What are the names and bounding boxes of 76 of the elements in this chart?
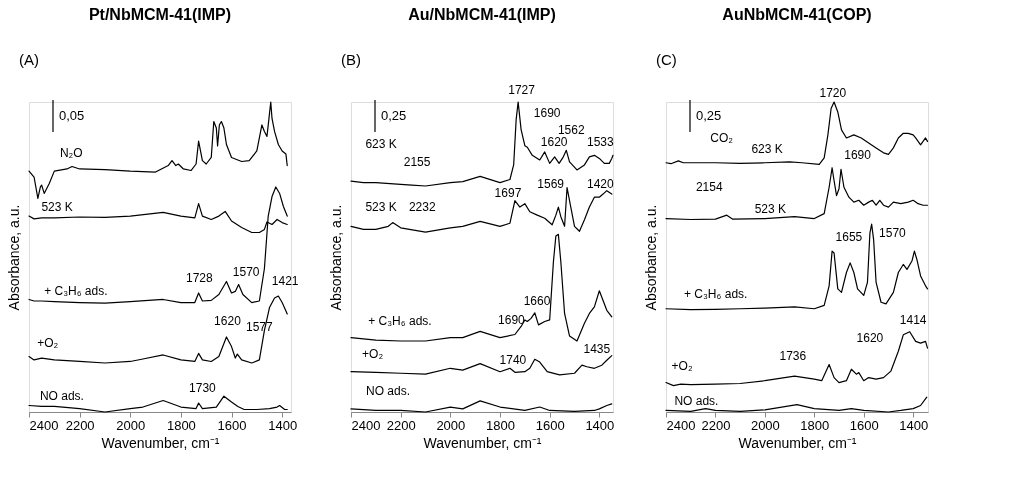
x-axis-title: Wavenumber, cm⁻¹ [738,434,857,451]
chart-title: Au/NbMCM-41(IMP) [408,6,556,23]
text: 1720 [819,85,847,100]
y-axis-title: Absorbance, a.u. [5,204,22,311]
annotation: 523 K [754,201,786,216]
x-tick-label: 1800 [486,417,515,433]
x-tick-label: 1600 [535,417,565,433]
annotation: 623 K [751,142,783,157]
annotation: 1740 [499,353,527,368]
annotation: +O₂ [671,359,693,374]
x-axis-title: Wavenumber, cm⁻¹ [101,434,220,451]
annotation: NO ads. [674,393,719,408]
annotation: 0,25 [381,108,407,123]
annotation: 1690 [844,147,872,162]
x-tick-label: 1600 [217,417,247,433]
annotation: NO ads. [39,388,84,403]
annotation: 1569 [537,177,565,192]
chart-title: Pt/NbMCM-41(IMP) [88,6,232,23]
annotation: 1736 [779,349,807,364]
annotation: 1690 [533,106,561,121]
annotation: 623 K [365,136,397,151]
text: 1727 [508,82,536,97]
annotation: 1660 [523,293,551,308]
annotation: +O₂ [37,336,59,351]
annotation: 523 K [41,200,73,215]
x-tick-label: 1800 [166,417,196,433]
annotation: N₂O [59,145,83,160]
x-tick-label: 2000 [436,417,466,433]
y-axis-title: Absorbance, a.u. [327,204,344,311]
text: (C) [656,51,677,68]
text: (A) [19,51,39,68]
x-tick-label: 2200 [701,417,731,433]
text: (B) [341,51,361,68]
annotation: 1690 [498,312,526,327]
x-tick-label: 1800 [800,417,830,433]
x-tick-label: 2200 [65,417,95,433]
x-tick-label: 1400 [899,417,929,433]
x-tick-label: 1600 [849,417,879,433]
annotation: 1730 [189,380,217,395]
x-tick-label: 2000 [116,417,146,433]
annotation: 1620 [214,313,242,328]
annotation: + C₃H₆ ads. [44,284,108,299]
annotation: 523 K [365,200,397,215]
annotation: +O₂ [362,346,384,361]
annotation: NO ads. [366,383,411,398]
annotation: 1620 [540,135,568,150]
annotation: 1570 [879,226,907,241]
annotation: 0,05 [59,108,85,123]
annotation: 1533 [586,135,614,150]
x-tick-label: 2400 [666,417,696,433]
x-tick-label: 1400 [585,417,615,433]
annotation: CO₂ [710,130,734,145]
annotation: + C₃H₆ ads. [683,286,748,301]
annotation: 1570 [232,264,260,279]
x-tick-label: 2200 [386,417,416,433]
annotation: 1421 [271,274,299,289]
annotation: 2155 [403,154,431,169]
annotation: + C₃H₆ ads. [368,314,432,329]
annotation: 1562 [557,122,585,137]
annotation: 2232 [408,200,436,215]
y-axis-title: Absorbance, a.u. [642,204,659,311]
x-tick-label: 1400 [268,417,298,433]
annotation: 2154 [695,180,723,195]
annotation: 1414 [899,313,927,328]
chart-title: AuNbMCM-41(COP) [722,6,872,23]
x-axis-title: Wavenumber, cm⁻¹ [423,434,542,451]
annotation: 0,25 [696,108,722,123]
annotation: 1728 [186,271,214,286]
x-tick-label: 2000 [750,417,780,433]
x-tick-label: 2400 [351,417,381,433]
annotation: 1655 [835,229,863,244]
annotation: 1697 [494,185,522,200]
annotation: 1435 [583,342,611,357]
annotation: 1420 [586,177,614,192]
annotation: 1620 [856,331,884,346]
x-tick-label: 2400 [29,417,59,433]
